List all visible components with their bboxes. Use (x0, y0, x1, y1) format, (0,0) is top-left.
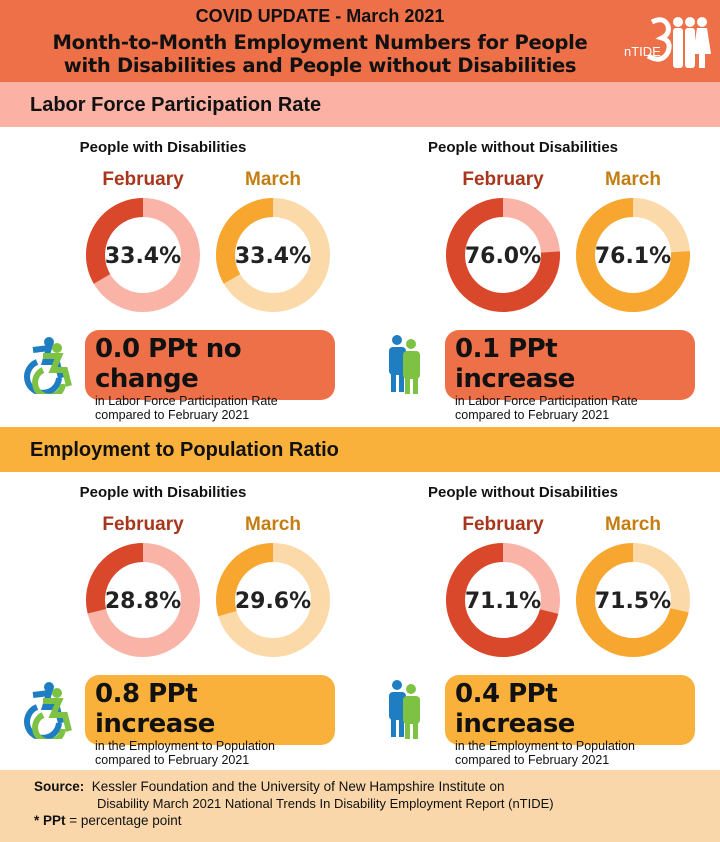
group-label: People with Disabilities (79, 484, 247, 501)
donut-value-label: 71.1% (465, 589, 541, 614)
page-title: Month-to-Month Employment Numbers for Pe… (0, 31, 640, 77)
donut-chart: 71.5% (576, 543, 690, 657)
donut-chart: 33.4% (86, 198, 200, 312)
source-label: Source: (34, 779, 85, 794)
donut-value-label: 71.5% (595, 589, 671, 614)
callout-line-1: in the Employment to Population (455, 739, 635, 753)
donut-value-arc (446, 198, 560, 312)
source-line-1: Kessler Foundation and the University of… (91, 779, 505, 794)
people-icon (389, 680, 420, 739)
donut-value-label: 33.4% (235, 244, 311, 269)
callout-headline: 0.1 PPt increase (455, 334, 575, 394)
callout-headline: 0.8 PPt increase (95, 679, 215, 739)
month-label: February (102, 169, 184, 190)
callout-line-2: compared to February 2021 (455, 753, 610, 767)
donut-value-arc (86, 198, 144, 284)
donut-value-arc (216, 198, 274, 284)
month-label: March (245, 169, 301, 190)
month-label: February (462, 514, 544, 535)
callout-line-2: compared to February 2021 (95, 408, 250, 422)
change-callout: 0.0 PPt no change in Labor Force Particip… (85, 330, 335, 422)
note-text: = percentage point (65, 813, 182, 828)
source-line-2: Disability March 2021 National Trends In… (97, 796, 554, 811)
callout-line-2: compared to February 2021 (455, 408, 610, 422)
change-callout: 0.4 PPt increase in the Employment to Pop… (445, 675, 695, 767)
donut-value-label: 33.4% (105, 244, 181, 269)
month-label: February (462, 169, 544, 190)
callout-line-2: compared to February 2021 (95, 753, 250, 767)
wheelchair-icon (24, 682, 72, 739)
header: COVID UPDATE - March 2021 Month-to-Month… (0, 0, 720, 82)
title-line-1: Month-to-Month Employment Numbers for Pe… (52, 31, 588, 54)
donut-value-label: 76.0% (465, 244, 541, 269)
header-update: COVID UPDATE - March 2021 (195, 6, 445, 26)
change-callout: 0.8 PPt increase in the Employment to Pop… (85, 675, 335, 767)
people-icon (389, 335, 420, 394)
donut-value-arc (576, 198, 690, 312)
donut-chart: 33.4% (216, 198, 330, 312)
donut-value-arc (86, 543, 144, 614)
callout-line-1: in Labor Force Participation Rate (455, 394, 638, 408)
change-callout: 0.1 PPt increase in Labor Force Participa… (445, 330, 695, 422)
donut-value-arc (446, 543, 559, 657)
month-label: March (605, 169, 661, 190)
ntide-logo: nTIDE (624, 17, 711, 68)
note-key: * PPt (34, 813, 66, 828)
callout-headline: 0.0 PPt no change (95, 334, 242, 394)
donut-chart: 76.0% (446, 198, 560, 312)
section-band: Labor Force Participation Rate (0, 82, 720, 127)
group-label: People without Disabilities (427, 484, 619, 501)
donut-chart: 71.1% (446, 543, 560, 657)
callout-line-1: in Labor Force Participation Rate (95, 394, 278, 408)
callout-line-1: in the Employment to Population (95, 739, 275, 753)
month-label: March (245, 514, 301, 535)
source-footer: Source: Kessler Foundation and the Unive… (0, 770, 720, 842)
donut-chart: 29.6% (216, 543, 330, 657)
donut-value-label: 76.1% (595, 244, 671, 269)
callout-headline: 0.4 PPt increase (455, 679, 575, 739)
donut-chart: 76.1% (576, 198, 690, 312)
month-label: March (605, 514, 661, 535)
section-band: Employment to Population Ratio (0, 427, 720, 472)
donut-chart: 28.8% (86, 543, 200, 657)
donut-value-arc (216, 543, 274, 617)
donut-value-arc (576, 543, 689, 657)
donut-value-label: 28.8% (105, 589, 181, 614)
month-label: February (102, 514, 184, 535)
wheelchair-icon (24, 337, 72, 394)
group-label: People without Disabilities (427, 139, 619, 156)
group-label: People with Disabilities (79, 139, 247, 156)
donut-value-label: 29.6% (235, 589, 311, 614)
title-line-2: with Disabilities and People without Dis… (63, 54, 577, 77)
